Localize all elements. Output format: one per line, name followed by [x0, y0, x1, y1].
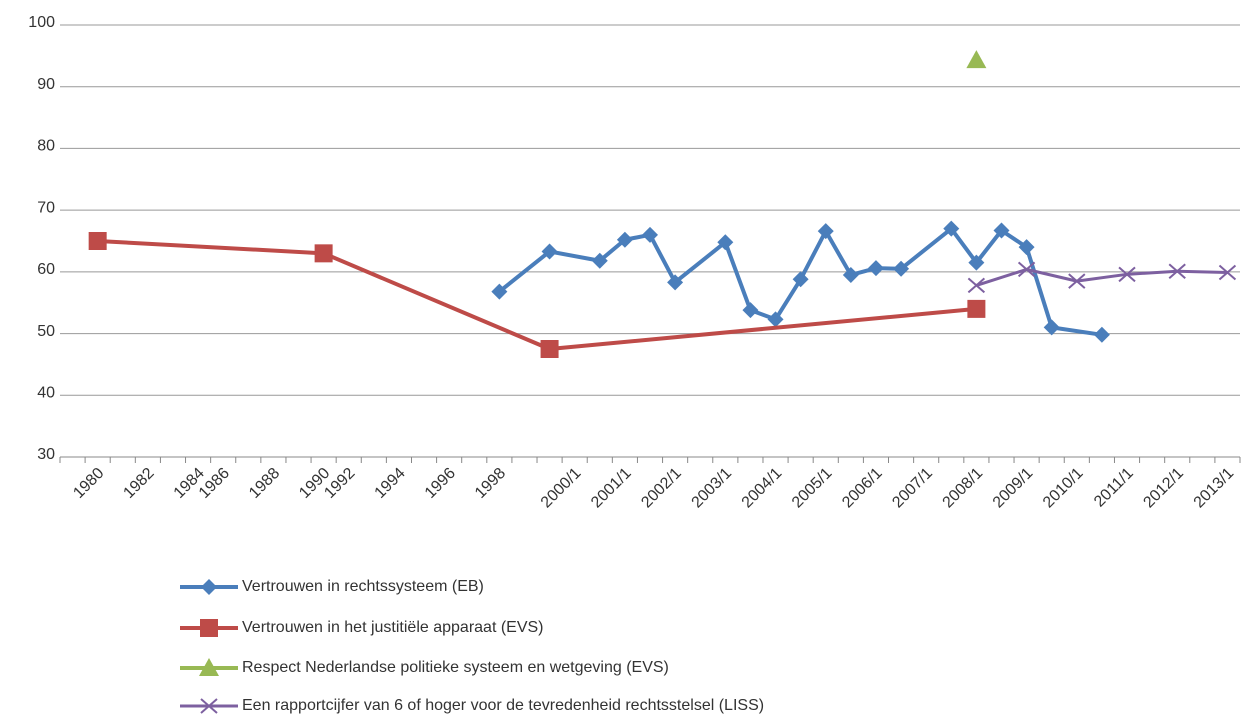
- data-point: [540, 340, 559, 358]
- x-tick-label: 1996: [422, 465, 459, 502]
- y-tick-label: 40: [37, 385, 55, 402]
- x-tick-label: 1980: [70, 465, 107, 502]
- x-tick-label: 2003/1: [689, 465, 736, 512]
- legend-entry: Een rapportcijfer van 6 of hoger voor de…: [180, 697, 764, 714]
- x-tick-label: 2007/1: [889, 465, 936, 512]
- data-point: [967, 277, 986, 294]
- data-point: [967, 299, 986, 318]
- data-point: [966, 50, 987, 69]
- legend-marker: [200, 698, 218, 714]
- data-point: [1017, 261, 1036, 278]
- y-tick-label: 90: [37, 76, 55, 93]
- x-tick-label: 1998: [472, 465, 509, 502]
- legend-marker: [199, 658, 219, 676]
- data-point: [88, 232, 107, 250]
- y-tick-label: 60: [37, 261, 55, 278]
- x-tick-label: 1994: [372, 465, 409, 502]
- data-point: [314, 244, 333, 263]
- x-tick-label: 2008/1: [940, 465, 987, 512]
- data-point: [717, 234, 734, 251]
- data-point: [842, 266, 859, 283]
- legend-entry: Vertrouwen in rechtssysteem (EB): [180, 578, 484, 595]
- data-point: [541, 243, 558, 260]
- series-line: [975, 267, 1228, 287]
- x-tick-label: 2005/1: [789, 465, 836, 512]
- data-point: [616, 231, 633, 248]
- x-tick-label: 1982: [120, 465, 157, 502]
- y-tick-label: 50: [37, 323, 55, 340]
- data-point: [1118, 266, 1136, 283]
- data-point: [993, 222, 1010, 239]
- y-tick-label: 70: [37, 199, 55, 216]
- legend-marker: [201, 579, 217, 595]
- data-point: [1068, 273, 1086, 289]
- x-tick-label: 2000/1: [538, 465, 585, 512]
- x-tick-label: 1988: [246, 465, 283, 502]
- x-tick-label: 2001/1: [588, 465, 635, 512]
- data-point: [642, 226, 658, 243]
- data-point: [1043, 319, 1060, 336]
- legend-label: Vertrouwen in rechtssysteem (EB): [242, 578, 484, 595]
- series-line: [97, 239, 977, 351]
- x-tick-label: 2013/1: [1191, 465, 1238, 512]
- y-tick-label: 30: [37, 446, 55, 463]
- data-point: [893, 260, 910, 277]
- data-point: [792, 271, 809, 288]
- data-point: [491, 283, 508, 300]
- y-tick-label: 100: [28, 14, 55, 31]
- x-tick-label: 2006/1: [839, 465, 886, 512]
- x-tick-label: 2009/1: [990, 465, 1037, 512]
- x-tick-label: 2011/1: [1091, 465, 1137, 511]
- x-tick-label: 2010/1: [1040, 465, 1087, 512]
- legend-entry: Vertrouwen in het justitiële apparaat (E…: [180, 619, 544, 637]
- data-point: [1018, 239, 1035, 256]
- data-point: [742, 302, 759, 319]
- legend-marker: [200, 619, 218, 637]
- x-tick-label: 2002/1: [638, 465, 685, 512]
- data-point: [1168, 263, 1186, 279]
- data-point: [1093, 326, 1110, 343]
- legend-entry: Respect Nederlandse politieke systeem en…: [180, 658, 669, 676]
- data-point: [968, 254, 985, 271]
- x-tick-label: 2004/1: [739, 465, 786, 512]
- y-tick-label: 80: [37, 138, 55, 155]
- data-point: [817, 223, 834, 240]
- data-point: [1218, 264, 1237, 281]
- data-point: [767, 311, 784, 328]
- data-point: [867, 260, 884, 277]
- legend-label: Vertrouwen in het justitiële apparaat (E…: [242, 619, 544, 636]
- data-point: [943, 220, 960, 237]
- x-tick-label: 2012/1: [1140, 465, 1187, 512]
- legend-label: Een rapportcijfer van 6 of hoger voor de…: [242, 697, 764, 714]
- legend-label: Respect Nederlandse politieke systeem en…: [242, 659, 669, 676]
- data-point: [667, 274, 684, 291]
- data-point: [591, 252, 608, 269]
